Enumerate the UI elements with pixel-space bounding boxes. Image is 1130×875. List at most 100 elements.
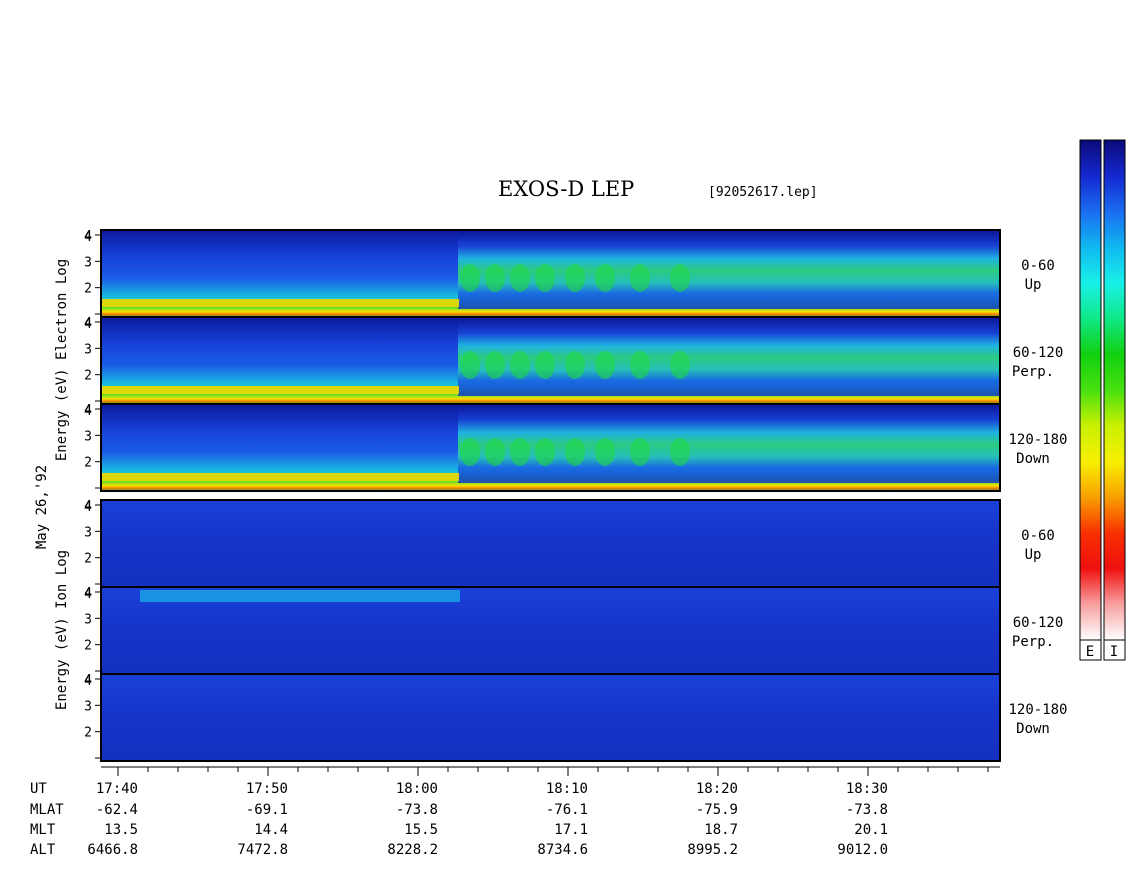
panel-angle-label: 60-120 [1013,615,1064,631]
y-tick-label: 4 [84,586,92,601]
y-tick-label: 4 [84,404,92,419]
ephemeris-value-mlt: 18.7 [704,822,738,838]
y-axis-label-ion: Energy (eV) Ion Log [54,550,70,710]
y-tick-label: 4 [84,230,92,245]
spectrogram-panel-1-feature-3 [510,264,530,292]
spectrogram-panel-2-feature-5 [565,351,585,379]
panel-angle-label: 60-120 [1013,345,1064,361]
y-tick-label: 2 [84,639,92,654]
spectrogram-panel-3-feature-3 [510,438,530,466]
y-tick-label: 4 [84,499,92,514]
ephemeris-value-ut: 18:00 [396,781,438,797]
ephemeris-value-ut: 18:10 [546,781,588,797]
colorbar-i [1103,139,1126,641]
ephemeris-value-alt: 8228.2 [387,842,438,858]
y-tick-label: 3 [84,612,92,627]
panel-angle-label: 0-60 [1021,258,1055,274]
panel-direction-label: Perp. [1012,634,1054,650]
y-tick-label: 3 [84,525,92,540]
ephemeris-value-ut: 18:30 [846,781,888,797]
ephemeris-value-alt: 6466.8 [87,842,138,858]
ephemeris-value-mlat: -73.8 [846,802,888,818]
ephemeris-value-mlat: -75.9 [696,802,738,818]
spectrogram-panel-3-feature-1 [460,438,480,466]
y-tick-label: 4 [84,673,92,688]
y-tick-label: 3 [84,255,92,270]
panel-angle-label: 0-60 [1021,528,1055,544]
y-tick-label: 4 [84,403,92,418]
panel-direction-label: Down [1016,451,1050,467]
colorbar-label-i: I [1110,644,1118,660]
spectrogram-panel-3-feature-2 [485,438,505,466]
spectrogram-panel-5-ion-band [140,590,460,602]
colorbar-label-box [1079,639,1102,661]
ephemeris-value-ut: 17:40 [96,781,138,797]
ephemeris-label-ut: UT [30,781,47,797]
ephemeris-value-mlt: 13.5 [104,822,138,838]
panel-direction-label: Up [1025,277,1042,293]
y-tick-label: 4 [84,229,92,244]
ephemeris-label-mlt: MLT [30,822,56,838]
spectrogram-panel-2-feature-6 [595,351,615,379]
y-tick-label: 2 [84,552,92,567]
y-tick-label: 3 [84,342,92,357]
ephemeris-value-alt: 8734.6 [537,842,588,858]
panel-angle-label: 120-180 [1008,702,1067,718]
y-tick-label: 2 [84,456,92,471]
spectrogram-panel-1-feature-4 [535,264,555,292]
y-tick-label: 4 [84,500,92,515]
y-tick-label: 3 [84,429,92,444]
ephemeris-label-alt: ALT [30,842,56,858]
ephemeris-label-mlat: MLAT [30,802,64,818]
colorbar-e [1079,139,1102,641]
spectrogram-panel-1-feature-8 [670,264,690,292]
ephemeris-value-mlt: 15.5 [404,822,438,838]
panel-direction-label: Down [1016,721,1050,737]
spectrogram-panel-3-feature-6 [595,438,615,466]
spectrogram-panel-3-feature-4 [535,438,555,466]
y-tick-label: 3 [84,699,92,714]
spectrogram-panel-1-low-energy-band [101,299,459,307]
spectrogram-panel-2-low-energy-band [101,386,459,394]
panel-frame-6 [100,673,1001,762]
colorbar-label-box [1103,639,1126,661]
ephemeris-value-mlt: 17.1 [554,822,588,838]
ephemeris-value-alt: 7472.8 [237,842,288,858]
spectrogram-panel-1-feature-5 [565,264,585,292]
ephemeris-value-mlat: -73.8 [396,802,438,818]
y-tick-label: 2 [84,282,92,297]
spectrogram-panel-1-feature-1 [460,264,480,292]
panel-direction-label: Up [1025,547,1042,563]
spectrogram-panel-2-feature-3 [510,351,530,379]
file-name: [92052617.lep] [708,185,818,200]
ephemeris-value-mlat: -69.1 [246,802,288,818]
spectrogram-panel-3-feature-7 [630,438,650,466]
spectrogram-panel-3-feature-5 [565,438,585,466]
ephemeris-value-alt: 8995.2 [687,842,738,858]
spectrogram-panel-2-feature-7 [630,351,650,379]
spectrogram-panel-3-low-energy-band [101,473,459,481]
ephemeris-value-mlat: -76.1 [546,802,588,818]
spectrogram-panel-6 [101,674,1000,761]
date-label: May 26,'92 [34,465,50,549]
spectrogram-panel-1-feature-7 [630,264,650,292]
y-tick-label: 4 [84,317,92,332]
spectrogram-panel-2-feature-2 [485,351,505,379]
y-tick-label: 4 [84,587,92,602]
y-axis-label-electron: Energy (eV) Electron Log [54,259,70,461]
y-tick-label: 2 [84,726,92,741]
ephemeris-value-mlt: 14.4 [254,822,288,838]
colorbar-label-e: E [1086,644,1094,660]
ephemeris-value-alt: 9012.0 [837,842,888,858]
spectrogram-panel-3-feature-8 [670,438,690,466]
ephemeris-value-ut: 17:50 [246,781,288,797]
spectrogram-panel-4 [101,500,1000,587]
spectrogram-panel-1-feature-6 [595,264,615,292]
spectrogram-panel-2-feature-8 [670,351,690,379]
y-tick-label: 4 [84,674,92,689]
panel-angle-label: 120-180 [1008,432,1067,448]
spectrogram-panel-2-feature-4 [535,351,555,379]
chart-title: EXOS-D LEP [498,177,635,201]
panel-direction-label: Perp. [1012,364,1054,380]
ephemeris-value-mlt: 20.1 [854,822,888,838]
